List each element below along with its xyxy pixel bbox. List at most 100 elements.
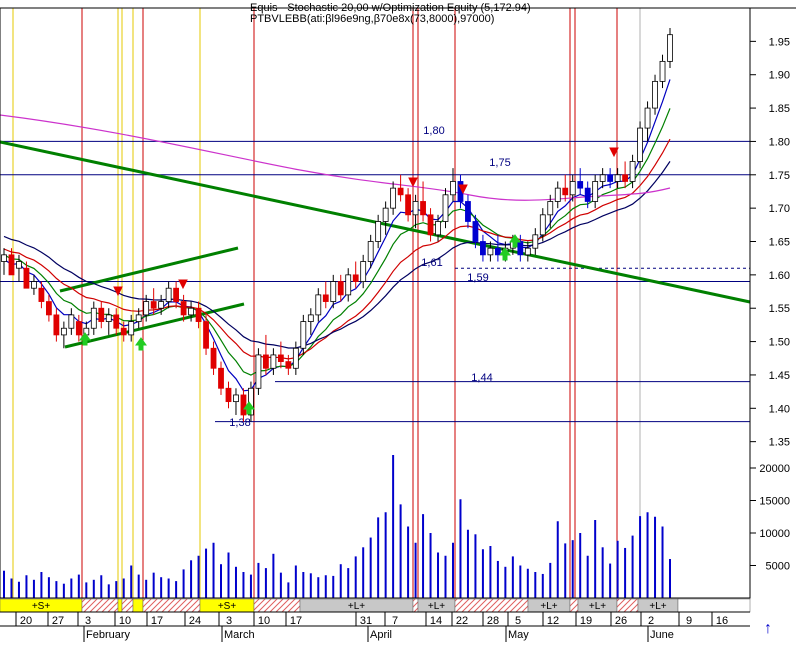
signal-band-label: +L+ [540, 601, 557, 612]
day-tick-label: 2 [648, 615, 654, 627]
candle-body [517, 241, 524, 256]
price-tick-label: 1.45 [769, 370, 790, 382]
candle-body [307, 314, 314, 322]
sell-arrow-icon [609, 147, 619, 158]
candle-body [652, 80, 658, 109]
price-tick-label: 1.70 [769, 203, 790, 215]
day-tick-label: 19 [580, 615, 592, 627]
signal-band-label: +L+ [348, 601, 365, 612]
day-tick-label: 20 [20, 615, 32, 627]
candle-body [577, 181, 584, 189]
candle-body [45, 301, 52, 316]
signal-band-label: +S+ [32, 601, 51, 612]
candle-body [375, 221, 382, 242]
candle-body [539, 214, 546, 236]
candle-body [330, 281, 337, 302]
candle-body [8, 254, 15, 276]
candle-body [397, 187, 404, 196]
trendline-channel-top [59, 246, 239, 293]
price-tick-label: 1.65 [769, 237, 790, 249]
day-tick-label: 24 [189, 615, 201, 627]
candle-body [300, 321, 307, 349]
signal-band [132, 598, 144, 613]
candle-body [614, 174, 621, 182]
candle-body [322, 294, 329, 302]
candle-body [592, 181, 599, 202]
candle-body [607, 174, 614, 182]
signal-band-label: +L+ [428, 601, 445, 612]
candle-body [158, 301, 165, 309]
signal-band-label: +L+ [589, 601, 606, 612]
plot-frame [0, 7, 751, 599]
candle-body [637, 127, 643, 162]
candle-body [644, 107, 651, 129]
sell-arrow-icon [178, 279, 188, 290]
level-label: 1,38 [229, 417, 250, 429]
buy-arrow-icon [243, 401, 255, 415]
candle-body [352, 274, 359, 282]
day-tick-label: 31 [360, 615, 372, 627]
candle-body [203, 321, 209, 349]
buy-arrow-icon [79, 332, 91, 346]
candle-body [345, 274, 352, 296]
candle-body [337, 281, 344, 296]
candle-body [195, 307, 202, 322]
trendline-main [0, 140, 751, 304]
candle-body [38, 287, 45, 302]
month-label: June [650, 629, 674, 641]
candle-body [472, 221, 479, 242]
day-tick-label: 12 [547, 615, 559, 627]
signal-band-label: +L+ [649, 601, 666, 612]
candle-body [263, 354, 269, 369]
moving-average-line [3, 161, 671, 349]
candle-body [188, 307, 194, 316]
candle-body [547, 201, 554, 216]
level-label: 1,80 [423, 125, 444, 137]
candle-body [405, 194, 411, 216]
volume-tick-label: 10000 [759, 528, 790, 540]
month-label: April [370, 629, 392, 641]
candle-body [622, 174, 629, 182]
price-tick-label: 1.55 [769, 303, 790, 315]
day-tick-label: 10 [258, 615, 270, 627]
candle-body [382, 207, 389, 222]
day-tick-label: 27 [52, 615, 64, 627]
candle-body [120, 327, 127, 336]
candle-body [31, 281, 37, 289]
candle-body [150, 301, 157, 309]
candle-body [218, 367, 224, 389]
spacer [0, 470, 140, 545]
sell-arrow-icon [408, 177, 418, 188]
candle-body [255, 354, 262, 389]
candle-body [165, 287, 172, 302]
candle-body [315, 294, 322, 316]
candle-body [105, 314, 112, 322]
candle-body [554, 187, 561, 202]
scroll-up-arrow-icon[interactable]: ↑ [764, 620, 772, 637]
signal-band [677, 598, 751, 613]
candle-body [584, 187, 591, 202]
candle-body [450, 181, 456, 196]
candle-body [113, 314, 120, 329]
price-tick-label: 1.85 [769, 103, 790, 115]
candle-body [210, 347, 217, 369]
candle-body [292, 347, 299, 369]
price-tick-label: 1.35 [769, 437, 790, 449]
candle-body [75, 321, 82, 336]
candle-body [225, 387, 232, 403]
candle-body [390, 187, 397, 209]
buy-arrow-icon [499, 247, 511, 261]
price-tick-label: 1.40 [769, 403, 790, 415]
volume-tick-label: 15000 [759, 496, 790, 508]
candle-body [240, 394, 247, 416]
candle-body [465, 201, 471, 222]
candle-body [435, 221, 441, 236]
candle-body [180, 301, 187, 316]
day-tick-label: 16 [716, 615, 728, 627]
level-label: 1,44 [471, 372, 492, 384]
signal-band [121, 598, 134, 613]
candle-body [562, 187, 569, 196]
day-tick-label: 28 [487, 615, 499, 627]
